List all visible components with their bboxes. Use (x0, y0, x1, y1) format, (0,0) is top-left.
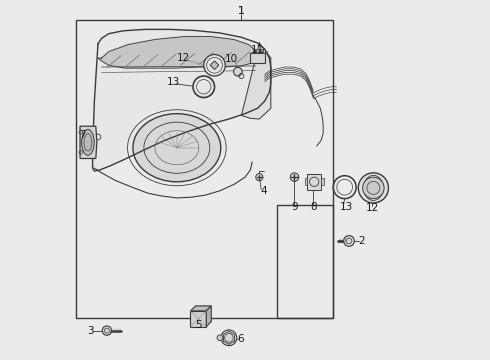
Bar (260, 49, 262, 53)
Ellipse shape (82, 130, 94, 155)
Ellipse shape (133, 114, 221, 182)
Bar (250, 53, 265, 63)
Text: 2: 2 (358, 236, 365, 246)
Text: 6: 6 (237, 333, 244, 343)
Circle shape (256, 174, 263, 181)
Polygon shape (93, 30, 271, 171)
Polygon shape (210, 61, 219, 69)
Text: 12: 12 (177, 53, 190, 63)
Circle shape (221, 330, 237, 346)
Text: 1: 1 (238, 6, 245, 17)
Bar (277, 205, 333, 318)
Circle shape (217, 335, 223, 341)
Circle shape (358, 173, 389, 203)
Bar (256, 49, 259, 53)
Bar (307, 174, 321, 190)
Polygon shape (80, 126, 97, 158)
Text: 4: 4 (261, 186, 268, 197)
Circle shape (204, 54, 225, 76)
Bar (263, 49, 265, 53)
Text: 5: 5 (195, 320, 202, 330)
Text: 8: 8 (310, 202, 317, 212)
Text: 1: 1 (238, 6, 245, 17)
Polygon shape (191, 306, 211, 311)
Bar (305, 178, 307, 185)
Text: 3: 3 (87, 325, 94, 336)
Text: 13: 13 (340, 202, 353, 212)
Bar (321, 178, 323, 185)
Bar (253, 49, 255, 53)
Text: 9: 9 (291, 202, 298, 212)
Circle shape (102, 326, 112, 335)
Polygon shape (98, 37, 259, 68)
Bar (191, 311, 206, 327)
Text: 7: 7 (79, 130, 86, 140)
Text: 13: 13 (167, 77, 180, 87)
Circle shape (343, 235, 354, 246)
Text: 10: 10 (225, 54, 238, 64)
Polygon shape (242, 43, 271, 119)
Polygon shape (206, 306, 211, 327)
Circle shape (234, 67, 242, 76)
Circle shape (363, 177, 384, 199)
Bar (76, 21, 333, 318)
Text: 11: 11 (251, 45, 264, 55)
Text: 12: 12 (366, 203, 379, 213)
Circle shape (290, 173, 299, 181)
